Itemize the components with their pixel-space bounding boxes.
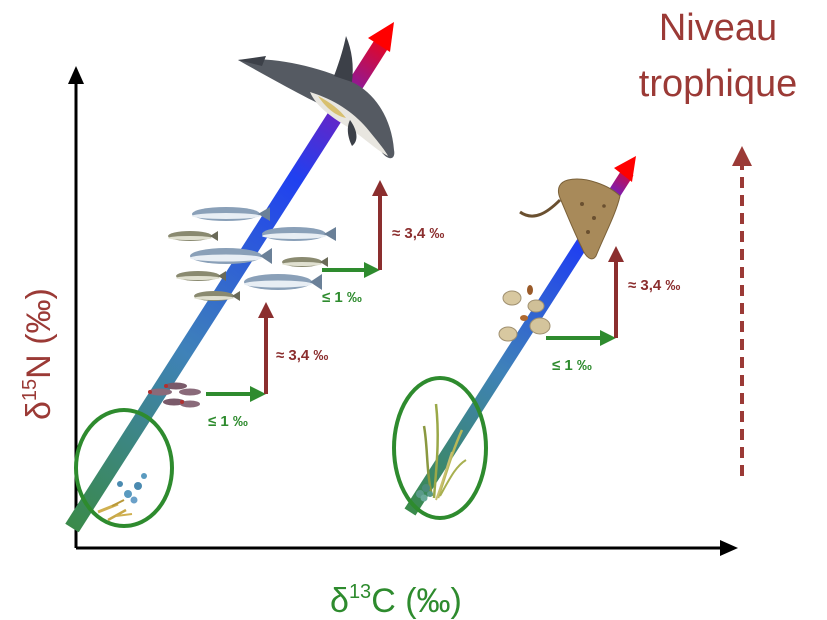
x-axis-symbol: δ — [330, 582, 349, 620]
x-axis-title: δ13C (‰) — [330, 581, 462, 620]
benthic-step-1-carbon-label: ≤ 1 ‰ — [552, 357, 592, 374]
x-axis-unit: (‰) — [396, 582, 462, 620]
y-axis-arrowhead — [68, 66, 84, 84]
pelagic-step-2-carbon-arrowhead — [364, 262, 380, 278]
pelagic-producers-ellipse — [74, 408, 174, 528]
small-crustaceans-image — [148, 382, 201, 408]
pelagic-step-2: ≤ 1 ‰ ≈ 3,4 ‰ — [322, 180, 444, 306]
benthic-step-1-nitrogen-label: ≈ 3,4 ‰ — [628, 277, 680, 294]
y-axis-symbol: δ — [20, 401, 58, 420]
trophic-level-line2: trophique — [639, 63, 797, 105]
y-axis-unit: (‰) — [20, 288, 58, 354]
y-axis-element: N — [20, 354, 58, 379]
seagrass-image — [416, 403, 467, 502]
x-axis-superscript: 13 — [349, 581, 371, 603]
dolphin-image — [238, 36, 395, 159]
pelagic-step-1-nitrogen-arrowhead — [258, 302, 274, 318]
y-axis-superscript: 15 — [19, 379, 41, 401]
pelagic-step-2-carbon-label: ≤ 1 ‰ — [322, 289, 362, 306]
benthic-step-1-carbon-arrowhead — [600, 330, 616, 346]
food-chain-pelagic — [65, 22, 394, 533]
x-axis-arrowhead — [720, 540, 738, 556]
benthic-arrowhead — [614, 156, 636, 182]
sardines-image — [168, 207, 336, 301]
pelagic-arrowhead — [368, 22, 394, 52]
benthic-producers-ellipse — [392, 376, 488, 520]
pelagic-step-1-nitrogen-label: ≈ 3,4 ‰ — [276, 347, 328, 364]
trophic-level-line1: Niveau — [659, 7, 777, 49]
plankton-image — [97, 473, 147, 522]
benthic-step-1-nitrogen-arrowhead — [608, 246, 624, 262]
ray-image — [519, 178, 621, 260]
benthic-step-1: ≤ 1 ‰ ≈ 3,4 ‰ — [546, 246, 680, 374]
y-axis-title: δ15N (‰) — [19, 288, 58, 420]
pelagic-step-1: ≤ 1 ‰ ≈ 3,4 ‰ — [206, 302, 328, 430]
x-axis-element: C — [371, 582, 396, 620]
pelagic-step-1-carbon-label: ≤ 1 ‰ — [208, 413, 248, 430]
pelagic-step-1-carbon-arrowhead — [250, 386, 266, 402]
pelagic-step-2-nitrogen-arrowhead — [372, 180, 388, 196]
pelagic-gradient-bar — [65, 35, 391, 533]
small-invertebrates-image — [498, 285, 551, 342]
pelagic-step-2-nitrogen-label: ≈ 3,4 ‰ — [392, 225, 444, 242]
axes — [68, 66, 738, 556]
trophic-dashed-arrowhead — [732, 146, 752, 166]
